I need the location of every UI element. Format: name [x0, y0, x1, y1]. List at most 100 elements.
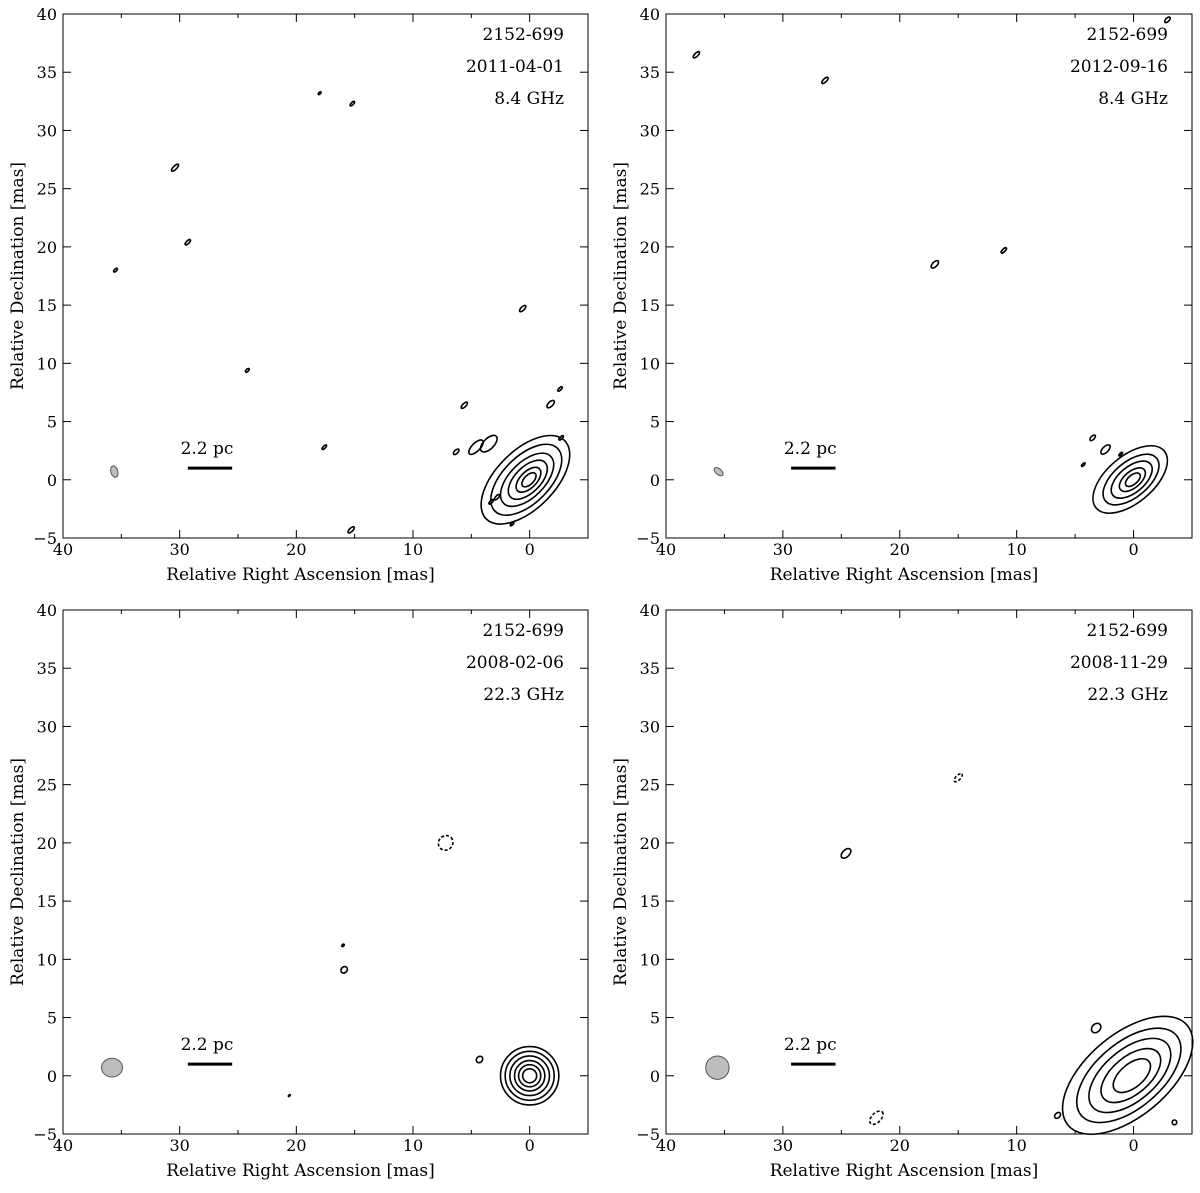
- y-tick-label: 15: [37, 296, 57, 315]
- core-contour: [521, 471, 537, 488]
- scale-bar-label: 2.2 pc: [784, 1035, 837, 1055]
- beam-ellipse: [713, 467, 724, 477]
- component-contour: [821, 76, 829, 85]
- negative-contour: [953, 772, 964, 783]
- y-tick-label: 0: [650, 1067, 660, 1086]
- component-contour: [460, 401, 469, 410]
- source-label: 2152-699: [483, 25, 564, 45]
- component-contour: [321, 444, 328, 451]
- scale-bar-label: 2.2 pc: [181, 1035, 234, 1055]
- y-tick-label: 10: [37, 950, 57, 969]
- component-contour: [467, 439, 485, 456]
- component-contour: [347, 525, 356, 534]
- component-contour: [1090, 1022, 1102, 1034]
- component-contour: [1171, 1119, 1178, 1126]
- component-contour: [1089, 434, 1097, 442]
- core-contour: [1061, 1015, 1194, 1136]
- y-tick-label: 35: [37, 63, 57, 82]
- source-label: 2152-699: [483, 621, 564, 641]
- x-tick-label: 0: [525, 1136, 535, 1155]
- y-tick-label: 40: [37, 5, 57, 24]
- core-contour: [513, 1059, 546, 1092]
- y-tick-label: 10: [37, 354, 57, 373]
- x-tick-label: 0: [1128, 1136, 1138, 1155]
- x-tick-label: 10: [1006, 540, 1026, 559]
- source-label: 2152-699: [1087, 621, 1168, 641]
- plot-frame: [62, 609, 589, 1135]
- x-tick-label: 30: [169, 540, 189, 559]
- core-contour: [1075, 1027, 1182, 1124]
- y-tick-label: 40: [37, 601, 57, 620]
- component-contour: [184, 238, 192, 246]
- x-tick-label: 30: [773, 540, 793, 559]
- x-tick-label: 40: [53, 540, 73, 559]
- y-tick-label: 20: [640, 238, 660, 257]
- y-tick-label: 20: [640, 834, 660, 853]
- core-contour: [1092, 444, 1169, 514]
- frequency-label: 22.3 GHz: [483, 685, 564, 705]
- y-tick-label: 10: [640, 354, 660, 373]
- y-tick-label: 40: [640, 5, 660, 24]
- core-contour: [515, 466, 542, 493]
- component-contour: [475, 1055, 484, 1064]
- y-tick-label: 30: [640, 717, 660, 736]
- core-contour: [517, 1063, 542, 1088]
- y-tick-label: 0: [47, 471, 57, 490]
- plot-frame: [62, 13, 589, 539]
- panel-4: 40 30 20 10 0 −5 0 5 10 15 20 25 30 35 40 Relative Righ…: [611, 601, 1194, 1181]
- y-axis-label: Relative Declination [mas]: [611, 758, 631, 986]
- core-contour: [504, 1050, 555, 1102]
- component-contour: [1100, 444, 1111, 455]
- y-tick-label: 30: [640, 121, 660, 140]
- date-label: 2008-02-06: [466, 653, 564, 673]
- component-contour: [518, 304, 527, 313]
- x-tick-label: 20: [890, 1136, 910, 1155]
- frequency-label: 8.4 GHz: [494, 89, 564, 109]
- x-axis-label: Relative Right Ascension [mas]: [770, 1161, 1039, 1181]
- component-contour: [1000, 246, 1008, 254]
- component-contour: [349, 100, 356, 107]
- negative-contour: [437, 834, 454, 851]
- y-tick-label: 25: [37, 180, 57, 199]
- core-contour: [480, 434, 571, 525]
- y-tick-label: 5: [47, 413, 57, 432]
- component-contour: [692, 50, 701, 59]
- y-axis-label: Relative Declination [mas]: [8, 162, 28, 390]
- beam-ellipse: [705, 1055, 730, 1080]
- component-contour: [452, 448, 460, 456]
- beam-ellipse: [101, 1057, 123, 1078]
- component-contour: [341, 943, 345, 948]
- x-tick-label: 20: [286, 1136, 306, 1155]
- component-contour: [930, 259, 940, 269]
- y-tick-label: 20: [37, 834, 57, 853]
- date-label: 2012-09-16: [1070, 57, 1168, 77]
- scale-bar-label: 2.2 pc: [181, 439, 234, 459]
- component-contour: [170, 163, 180, 173]
- y-tick-label: −5: [636, 1125, 660, 1144]
- component-contour: [1118, 451, 1124, 457]
- x-tick-label: 10: [1006, 1136, 1026, 1155]
- date-label: 2008-11-29: [1070, 653, 1168, 673]
- component-contour: [287, 1093, 292, 1098]
- component-contour: [556, 385, 564, 392]
- component-contour: [340, 965, 349, 974]
- scale-bar-label: 2.2 pc: [784, 439, 837, 459]
- date-label: 2011-04-01: [466, 57, 564, 77]
- component-contour: [1053, 1111, 1062, 1120]
- y-tick-label: 35: [640, 659, 660, 678]
- y-tick-label: 5: [650, 413, 660, 432]
- y-tick-label: 20: [37, 238, 57, 257]
- core-contour: [1118, 467, 1147, 493]
- x-tick-label: 20: [890, 540, 910, 559]
- core-contour: [521, 1067, 538, 1084]
- x-tick-label: 40: [656, 1136, 676, 1155]
- y-tick-label: 15: [640, 296, 660, 315]
- core-contour: [1088, 1037, 1172, 1114]
- y-tick-label: 30: [37, 717, 57, 736]
- x-axis-label: Relative Right Ascension [mas]: [166, 1161, 435, 1181]
- y-tick-label: 35: [640, 63, 660, 82]
- core-contour: [1112, 1057, 1152, 1094]
- y-tick-label: 0: [650, 471, 660, 490]
- plot-frame: [665, 13, 1193, 539]
